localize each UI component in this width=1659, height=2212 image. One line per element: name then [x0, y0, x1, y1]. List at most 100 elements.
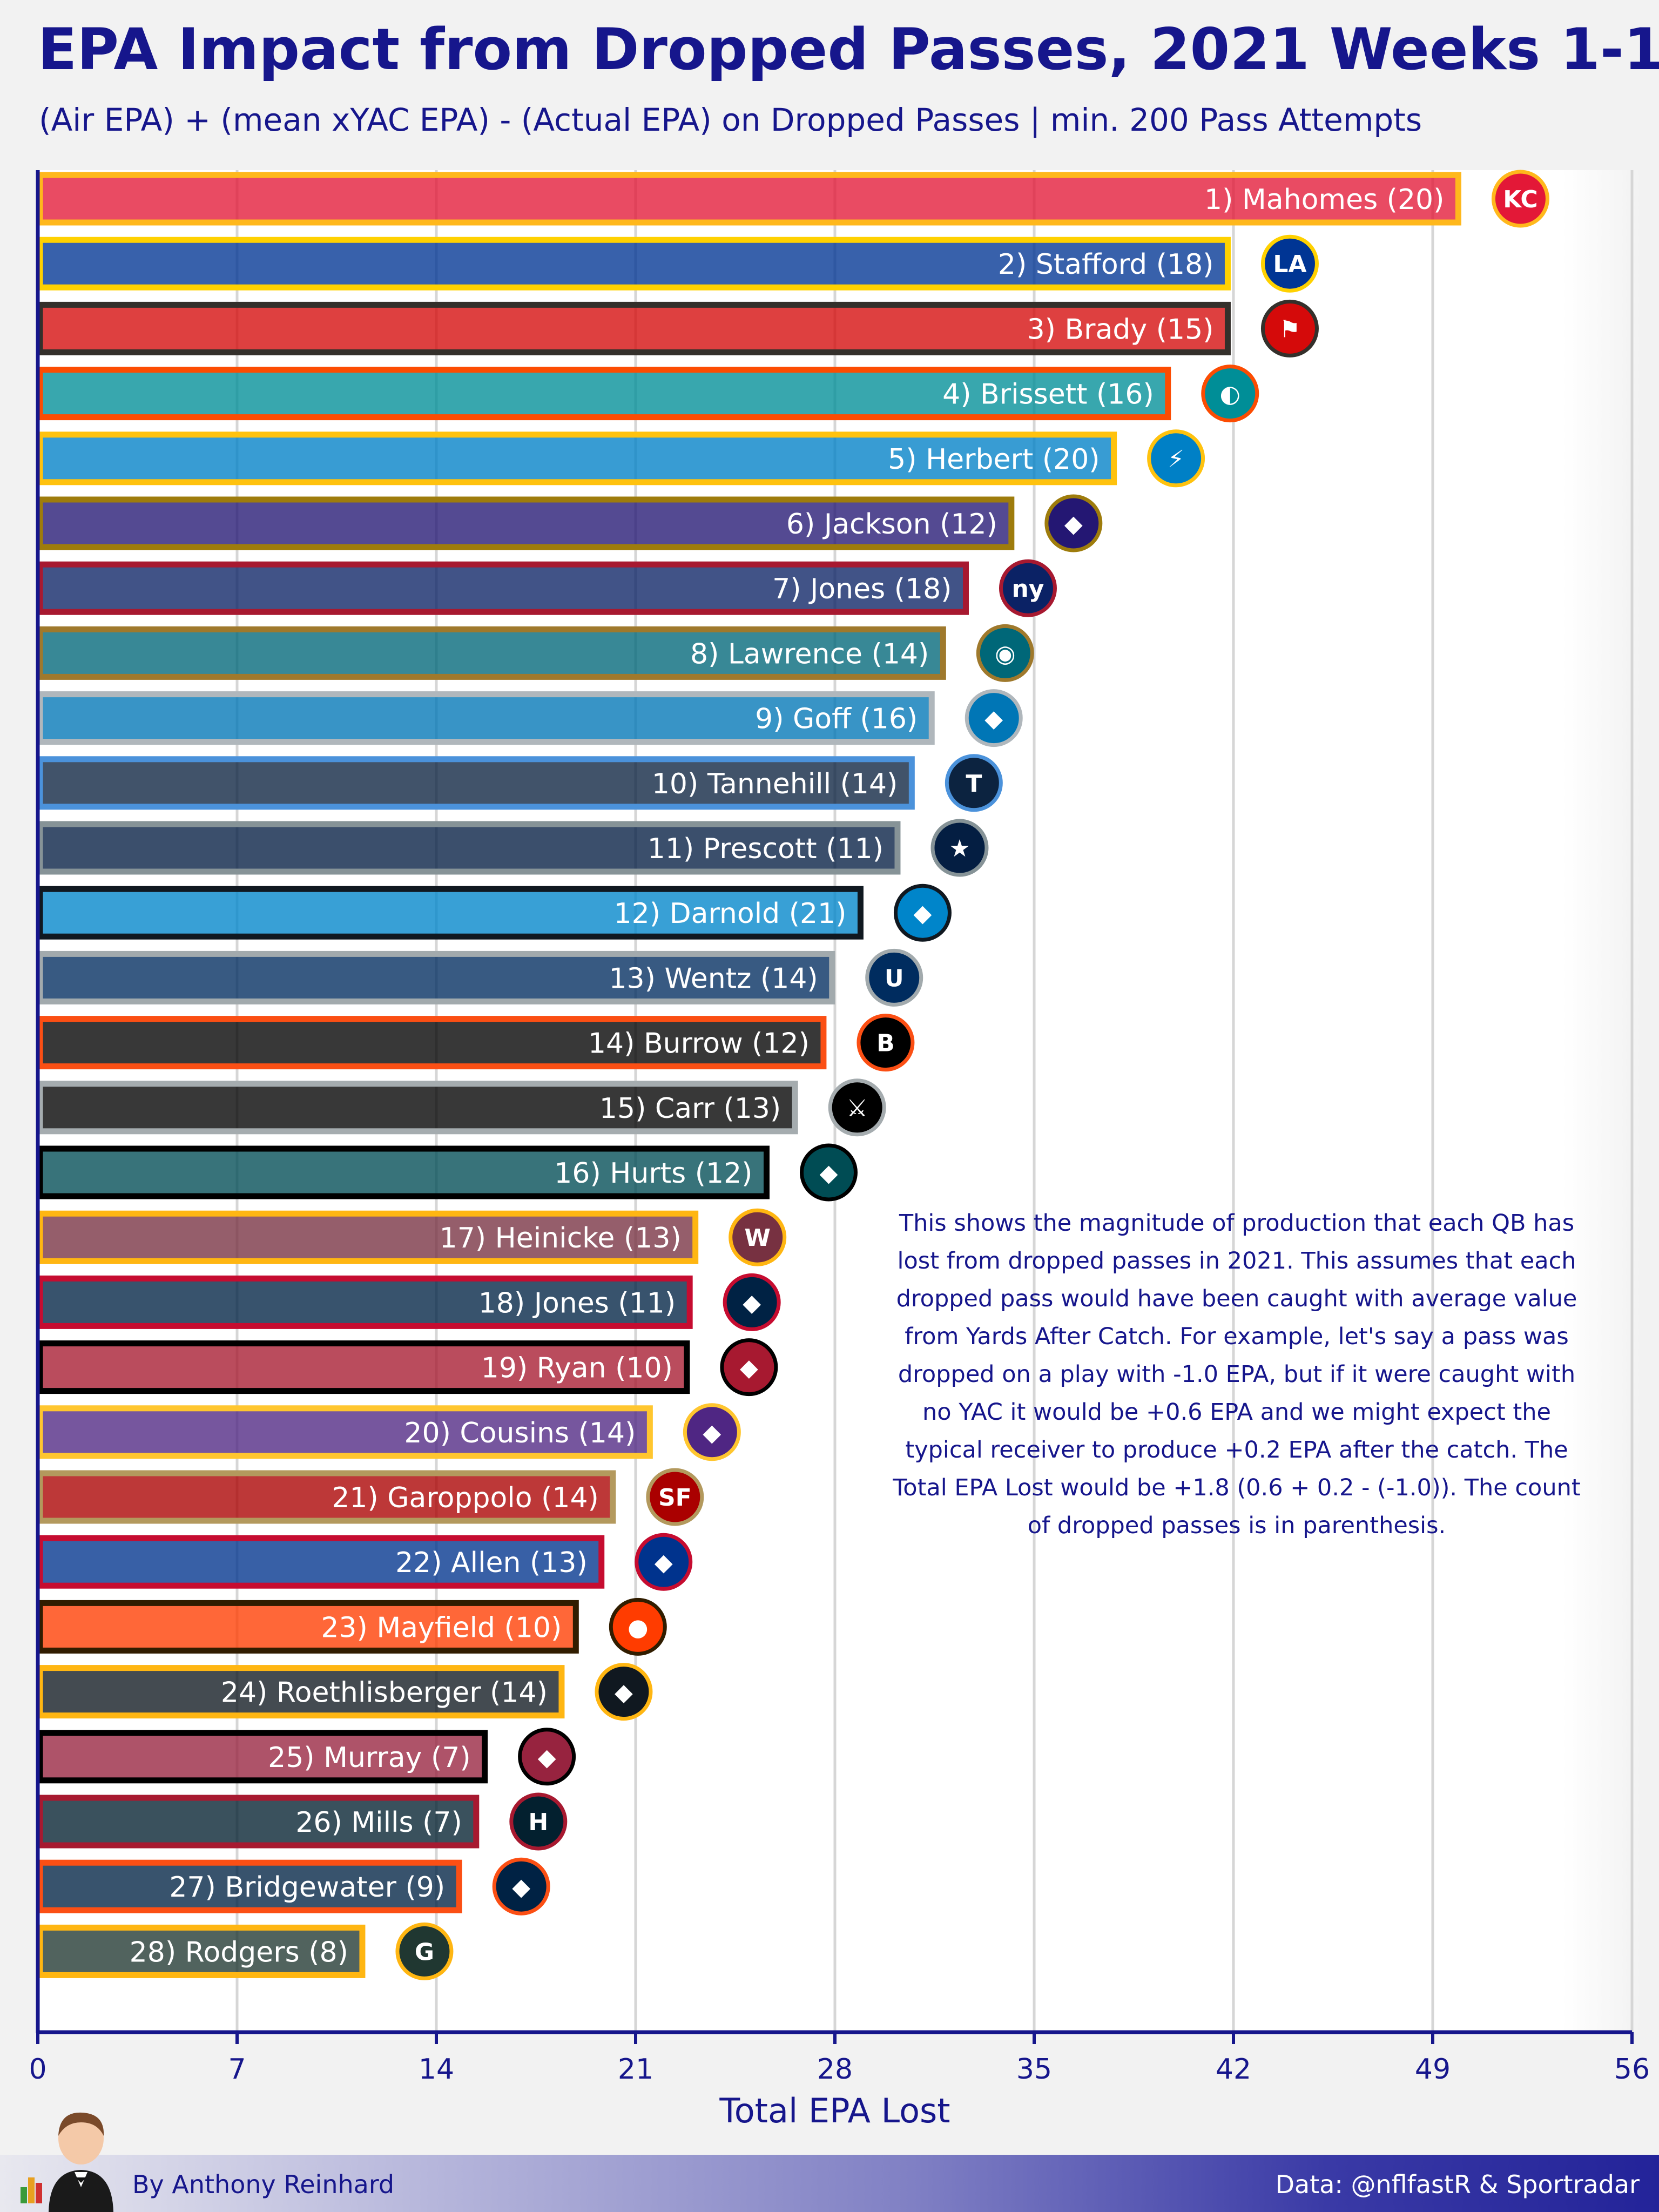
team-logo-glyph: W — [744, 1224, 771, 1252]
team-logo-glyph: LA — [1273, 251, 1306, 278]
team-logo-icon — [395, 1922, 454, 1980]
bar — [37, 367, 1171, 421]
team-logo-icon — [1491, 170, 1549, 228]
team-logo-glyph: ★ — [949, 835, 970, 862]
bar-label: 11) Prescott (11) — [648, 833, 884, 865]
bar-label: 22) Allen (13) — [395, 1547, 588, 1579]
team-logo-icon — [1260, 299, 1319, 358]
team-logo-glyph: ⚔ — [846, 1095, 867, 1122]
bar-label: 2) Stafford (18) — [998, 248, 1214, 281]
team-logo-icon — [976, 624, 1034, 682]
bar — [37, 1535, 605, 1589]
bar-label: 23) Mayfield (10) — [321, 1611, 562, 1644]
footer-source: Data: @nflfastR & Sportradar — [1275, 2170, 1640, 2199]
bar — [37, 1600, 579, 1654]
x-tick-label: 28 — [817, 2053, 853, 2086]
team-logo-icon — [857, 1014, 915, 1072]
x-tick-label: 21 — [618, 2053, 653, 2086]
team-logo-icon — [945, 754, 1003, 812]
team-logo-glyph: ⚑ — [1279, 315, 1300, 343]
bar — [37, 1016, 827, 1070]
team-logo-glyph: B — [876, 1030, 895, 1057]
bar — [37, 1730, 488, 1784]
bar-label: 27) Bridgewater (9) — [169, 1871, 445, 1904]
bar — [37, 1859, 462, 1913]
x-tick-label: 14 — [419, 2053, 454, 2086]
bar — [37, 561, 969, 615]
team-logo-icon — [635, 1533, 693, 1591]
bar — [37, 1924, 366, 1978]
team-logo-glyph: ◉ — [995, 640, 1015, 667]
bar-label: 3) Brady (15) — [1027, 313, 1214, 346]
team-logo-glyph: ● — [628, 1614, 648, 1641]
team-logo-icon — [509, 1792, 568, 1851]
bar-chart: 1) Mahomes (20) KC 2) Stafford (18) LA 3) Br… — [29, 170, 1650, 2130]
team-logo-glyph: ◆ — [820, 1159, 838, 1187]
bar-label: 10) Tannehill (14) — [652, 768, 898, 800]
bar — [37, 1470, 616, 1524]
team-logo-icon — [1260, 234, 1319, 293]
team-logo-icon — [799, 1143, 858, 1202]
team-logo-glyph: H — [528, 1809, 548, 1836]
team-logo-glyph: ◆ — [703, 1419, 721, 1447]
bar — [37, 1275, 693, 1329]
bar — [37, 950, 835, 1004]
team-logo-glyph: ◆ — [743, 1289, 761, 1317]
bar — [37, 172, 1461, 226]
bar — [37, 821, 901, 875]
team-logo-icon — [492, 1857, 550, 1916]
bar-label: 19) Ryan (10) — [481, 1352, 673, 1385]
x-tick-label: 56 — [1614, 2053, 1650, 2086]
bar-label: 7) Jones (18) — [772, 573, 952, 605]
bar-label: 6) Jackson (12) — [786, 508, 997, 541]
team-logo-glyph: ◆ — [984, 705, 1003, 733]
x-tick-label: 35 — [1016, 2053, 1052, 2086]
page-title: EPA Impact from Dropped Passes, 2021 Wee… — [38, 16, 1659, 83]
bar-label: 25) Murray (7) — [268, 1742, 470, 1774]
footer-author: By Anthony Reinhard — [132, 2170, 395, 2199]
team-logo-glyph: ◆ — [615, 1679, 633, 1707]
team-logo-icon — [865, 948, 923, 1007]
team-logo-glyph: ◐ — [1220, 381, 1240, 408]
bar — [37, 1340, 690, 1394]
team-logo-icon — [1147, 429, 1205, 488]
bar-label: 28) Rodgers (8) — [130, 1936, 348, 1968]
team-logo-icon — [683, 1403, 741, 1461]
bar-label: 12) Darnold (21) — [614, 898, 847, 930]
team-logo-icon — [518, 1728, 576, 1786]
team-logo-glyph: KC — [1503, 186, 1537, 213]
team-logo-glyph: ◆ — [655, 1549, 673, 1576]
team-logo-icon — [965, 689, 1023, 747]
team-logo-icon — [930, 819, 989, 877]
team-logo-icon — [999, 559, 1057, 617]
bar-label: 9) Goff (16) — [755, 703, 918, 736]
bar-label: 20) Cousins (14) — [404, 1417, 636, 1449]
team-logo-glyph: ny — [1011, 575, 1044, 603]
bar — [37, 756, 915, 810]
bar-label: 16) Hurts (12) — [554, 1157, 752, 1190]
bar-label: 8) Lawrence (14) — [690, 638, 929, 670]
author-avatar — [21, 2112, 113, 2212]
bar-label: 18) Jones (11) — [478, 1287, 676, 1319]
team-logo-glyph: ⚡ — [1168, 446, 1184, 473]
bar-label: 14) Burrow (12) — [588, 1028, 810, 1060]
team-logo-icon — [723, 1273, 781, 1331]
bar — [37, 301, 1231, 355]
bar — [37, 626, 946, 680]
page-subtitle: (Air EPA) + (mean xYAC EPA) - (Actual EP… — [39, 102, 1422, 138]
bar — [37, 1081, 798, 1135]
bar-label: 1) Mahomes (20) — [1204, 184, 1444, 216]
x-tick-label: 0 — [29, 2053, 46, 2086]
team-logo-icon — [1044, 494, 1103, 552]
team-logo-icon — [609, 1597, 667, 1656]
team-logo-glyph: ◆ — [538, 1744, 556, 1771]
team-logo-glyph: ◆ — [512, 1873, 530, 1901]
team-logo-icon — [595, 1663, 653, 1721]
team-logo-glyph: ◆ — [1064, 510, 1083, 538]
x-axis-label: Total EPA Lost — [719, 2091, 950, 2130]
team-logo-icon — [893, 884, 952, 942]
bar-label: 21) Garoppolo (14) — [332, 1482, 599, 1514]
team-logo-glyph: ◆ — [914, 900, 932, 927]
team-logo-glyph: ◆ — [740, 1354, 758, 1382]
team-logo-icon — [646, 1468, 704, 1526]
